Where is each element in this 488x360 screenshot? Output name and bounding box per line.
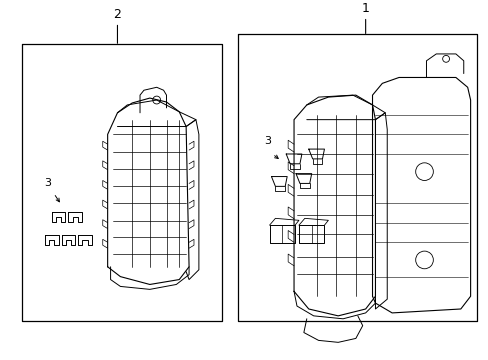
Text: 3: 3 xyxy=(44,178,51,188)
Text: 2: 2 xyxy=(113,8,121,21)
Text: 3: 3 xyxy=(264,136,270,146)
Text: 1: 1 xyxy=(361,2,369,15)
